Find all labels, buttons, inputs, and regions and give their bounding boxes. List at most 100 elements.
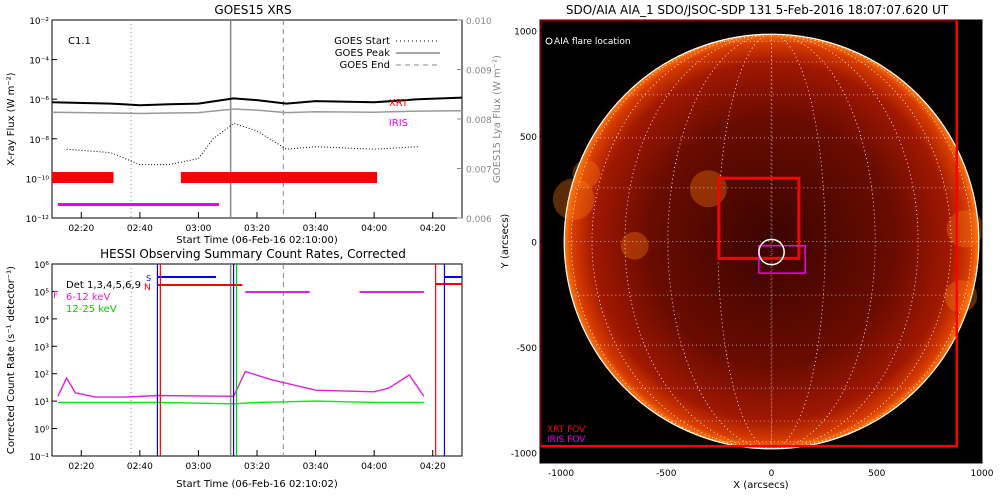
aia-xtick-label: 500 [868,469,885,479]
hessi-legend-detectors: Det 1,3,4,5,6,9 [66,280,141,291]
aia-legend-flare: AIA flare location [554,37,631,47]
hessi-panel: HESSI Observing Summary Count Rates, Cor… [6,247,463,490]
hessi-series-2 [57,400,424,405]
legend-goes-end: GOES End [340,60,390,71]
aia-axes: -1000 -500 0 500 1000 1000 500 0 -500 -1000 [511,28,994,479]
aia-grid-longitude [667,34,876,449]
goes-xtick-label: 02:20 [68,224,94,234]
hessi-x-label: Start Time (06-Feb-16 02:10:02) [176,479,338,490]
legend-goes-peak: GOES Peak [335,48,390,59]
hessi-y-label: Corrected Count Rate (s⁻¹ detector⁻¹) [6,266,17,454]
goes-xrt-bar [180,172,378,183]
aia-y-label: Y (arcsecs) [500,214,511,270]
aia-x-label: X (arcsecs) [733,480,789,491]
goes-ytick-label: 10⁻⁴ [29,57,49,67]
goes-data-layer [51,20,463,218]
goes-ytick-right-label: 0.010 [466,17,492,27]
aia-xrt-fov-large [540,20,958,448]
hessi-series-1 [57,370,425,398]
aia-xtick-label: 1000 [971,469,994,479]
goes-xtick-label: 04:00 [361,224,387,234]
hessi-ytick-label: 10³ [34,343,49,353]
aia-legend-iris: IRIS FOV [547,435,586,445]
aia-panel: SDO/AIA AIA_1 SDO/JSOC-SDP 131 5-Feb-201… [500,3,994,491]
goes-legend: GOES Start GOES Peak GOES End [334,36,440,71]
aia-grid-longitude [770,34,773,449]
hessi-flag-s: S [146,274,151,283]
hessi-flag-f: F [53,290,59,301]
hessi-ytick-label: 10⁰ [34,426,49,436]
aia-ytick-label: 0 [531,239,537,249]
goes-label-iris: IRIS [389,118,408,129]
goes-title: GOES15 XRS [214,3,291,17]
hessi-flag-n: N [144,283,151,293]
hessi-data-layer [57,264,462,456]
aia-ytick-label: -500 [517,344,538,354]
aia-grid-longitude [591,34,952,449]
aia-solar-image [540,20,982,462]
goes-y-label-left: X-ray Flux (W m⁻²) [6,72,17,165]
hessi-ytick-label: 10⁶ [34,261,49,271]
aia-grid-longitude [717,34,826,449]
goes-ytick-label: 10⁻² [29,17,49,27]
goes-y-axis-left: 10⁻² 10⁻⁴ 10⁻⁶ 10⁻⁸ 10⁻¹⁰ 10⁻¹² [26,17,57,225]
goes-y-axis-right: 0.010 0.009 0.008 0.007 0.006 [457,17,492,225]
hessi-ytick-label: 10⁻¹ [29,453,49,463]
aia-active-region [946,210,982,248]
goes-xtick-label: 03:40 [303,224,329,234]
aia-active-region [944,280,978,313]
goes-x-axis: 02:20 02:40 03:00 03:20 03:40 04:00 04:20 [68,212,446,234]
goes-xtick-label: 03:00 [185,224,211,234]
goes-xtick-label: 04:20 [420,224,446,234]
goes-ytick-right-label: 0.007 [466,166,492,176]
aia-grid-longitude [570,34,973,449]
goes-xtick-label: 02:40 [127,224,153,234]
goes-series-3 [66,122,419,166]
hessi-ytick-label: 10⁴ [34,316,49,326]
aia-flare-circle [758,238,785,266]
goes-y-label-right: GOES15 Lya Flux (W m⁻²) [492,55,503,183]
aia-heliographic-grid [564,34,979,449]
hessi-ytick-label: 10² [34,371,49,381]
goes-xrt-bar [52,172,114,183]
hessi-legend-low: 6-12 keV [66,292,110,303]
hessi-legend: Det 1,3,4,5,6,9 6-12 keV 12-25 keV F S N [53,274,151,315]
goes-panel: GOES15 XRS 10⁻² 10⁻⁴ 10⁻⁶ 10⁻⁸ 10⁻¹⁰ 10⁻¹² 0.… [6,3,503,246]
aia-limb [563,33,980,450]
goes-xtick-label: 03:20 [244,224,270,234]
aia-ytick-label: 1000 [514,28,537,38]
goes-series-1 [51,96,463,107]
goes-ytick-label: 10⁻⁶ [29,96,49,106]
goes-ytick-label: 10⁻⁸ [29,136,49,146]
aia-legend-flare-swatch [545,37,553,45]
hessi-xtick-label: 03:40 [303,462,329,472]
hessi-y-axis: 10⁶ 10⁵ 10⁴ 10³ 10² 10¹ 10⁰ 10⁻¹ [29,261,57,463]
aia-active-region [689,170,727,208]
hessi-ytick-label: 10¹ [34,398,49,408]
aia-solar-disk [564,34,979,449]
goes-ytick-right-label: 0.006 [466,215,492,225]
hessi-xtick-label: 03:00 [185,462,211,472]
goes-iris-bar [57,203,219,206]
legend-goes-start: GOES Start [334,36,390,47]
aia-active-region [620,231,649,260]
aia-ytick-label: -1000 [511,449,537,459]
goes-ytick-label: 10⁻¹⁰ [26,175,50,185]
goes-ytick-right-label: 0.008 [466,116,492,126]
goes-series-2 [51,108,463,115]
hessi-x-axis: 02:20 02:40 03:00 03:20 03:40 04:00 04:20 [68,450,446,472]
aia-title: SDO/AIA AIA_1 SDO/JSOC-SDP 131 5-Feb-201… [566,3,949,17]
goes-flare-class: C1.1 [68,36,91,47]
hessi-ytick-label: 10⁵ [34,288,49,298]
hessi-xtick-label: 02:20 [68,462,94,472]
goes-label-xrt: XRT [389,98,409,109]
goes-ytick-label: 10⁻¹² [26,215,50,225]
hessi-xtick-label: 04:00 [361,462,387,472]
aia-active-region [572,160,601,188]
aia-active-region [552,178,595,221]
aia-xtick-label: 0 [769,469,775,479]
hessi-xtick-label: 03:20 [244,462,270,472]
hessi-xtick-label: 02:40 [127,462,153,472]
goes-ytick-right-label: 0.009 [466,67,492,77]
